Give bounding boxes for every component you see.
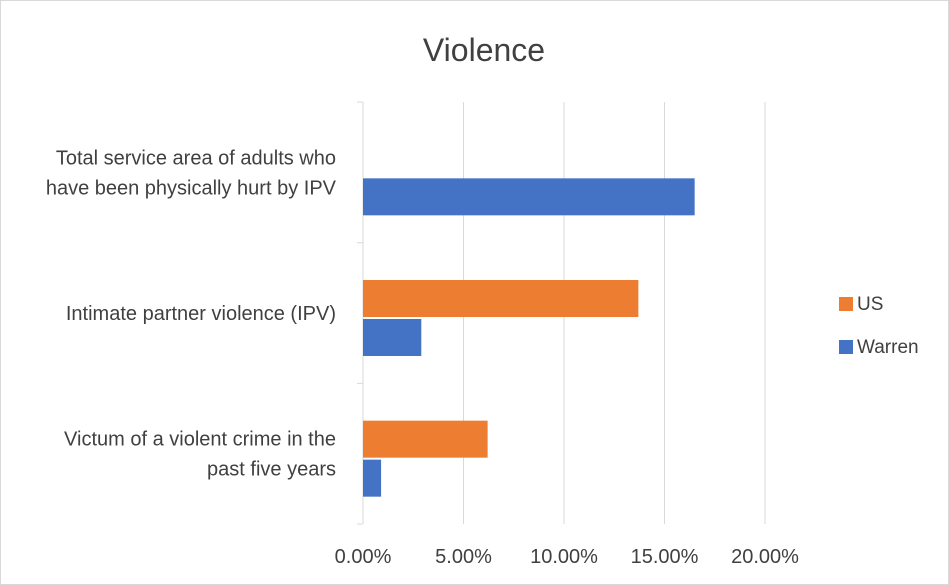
x-tick-label: 0.00%	[335, 546, 392, 568]
x-tick-labels: 0.00% 5.00% 10.00% 15.00% 20.00%	[335, 546, 799, 568]
chart-title: Violence	[423, 32, 545, 68]
legend: US Warren	[839, 294, 919, 358]
bar-warren	[363, 178, 695, 216]
category-label: past five years	[207, 459, 336, 481]
category-label: Total service area of adults who	[56, 147, 336, 169]
category-label: have been physically hurt by IPV	[46, 177, 337, 199]
category-label: Victum of a violent crime in the	[64, 429, 336, 451]
legend-item-warren: Warren	[839, 337, 919, 358]
legend-swatch	[839, 340, 853, 354]
legend-item-us: US	[839, 294, 883, 315]
legend-label: US	[857, 294, 883, 315]
x-tick-label: 20.00%	[731, 546, 799, 568]
x-tick-label: 10.00%	[530, 546, 598, 568]
category-axis	[357, 101, 364, 525]
category-labels: Total service area of adults who have bee…	[46, 147, 337, 480]
bars	[363, 178, 695, 497]
legend-label: Warren	[857, 337, 919, 358]
x-tick-label: 5.00%	[435, 546, 492, 568]
legend-swatch	[839, 297, 853, 311]
x-tick-label: 15.00%	[631, 546, 699, 568]
bar-warren	[363, 319, 422, 356]
category-label: Intimate partner violence (IPV)	[66, 303, 336, 325]
bar-us	[363, 420, 488, 458]
bar-us	[363, 280, 639, 317]
bar-warren	[363, 459, 382, 497]
